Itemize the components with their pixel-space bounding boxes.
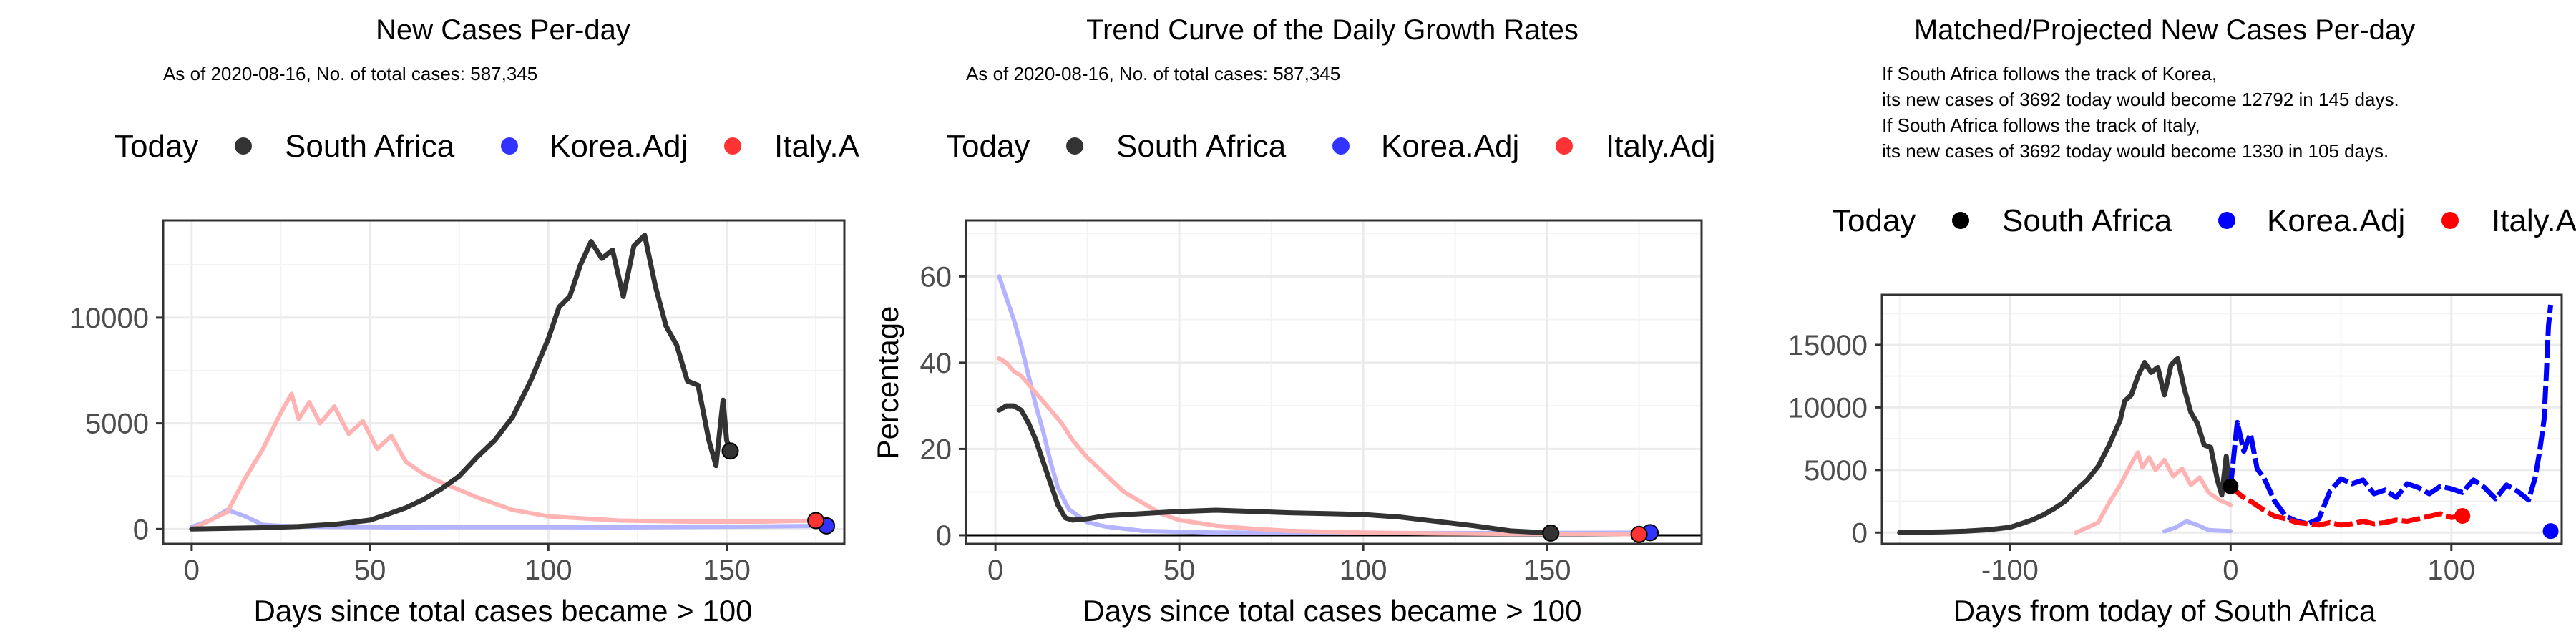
chart1-title: New Cases Per-day [376, 14, 630, 46]
chart3-legend-dot-italy [2441, 212, 2459, 229]
chart3-title: Matched/Projected New Cases Per-day [1914, 14, 2415, 46]
chart2-legend-korea: Korea.Adj [1381, 129, 1519, 164]
chart1-legend-south-africa: South Africa [285, 129, 455, 164]
chart1-x-tick-label: 150 [703, 555, 751, 586]
chart3-series-south-africa [1897, 356, 2233, 535]
chart3-today-point-korea-adj [2542, 523, 2559, 540]
chart3-legend-today: Today [1832, 203, 1916, 238]
chart1-legend-dot-italy [724, 137, 741, 155]
chart3-y-tick-label: 15000 [1788, 330, 1868, 361]
chart3-legend-south-africa: South Africa [2002, 203, 2172, 238]
chart2-x-tick-label: 0 [987, 555, 1003, 586]
chart2-x-tick-label: 100 [1340, 555, 1387, 586]
chart2-series-korea-adj [997, 274, 1652, 535]
chart2-today-point-south-africa [1542, 524, 1560, 542]
chart2-today-point-italy-adj [1630, 525, 1648, 543]
panel-growth-rates: Trend Curve of the Daily Growth Rates As… [871, 14, 1715, 628]
chart1-series-italy-adj [189, 391, 819, 532]
chart1-panel-border [162, 219, 846, 545]
chart3-legend: Today South Africa Korea.Adj Italy.Adj [1832, 203, 2576, 238]
chart3-today-point-italy-adj [2454, 508, 2471, 525]
chart1-legend: Today South Africa Korea.Adj Italy.Adj [114, 129, 884, 164]
chart2-x-tick-label: 50 [1163, 555, 1196, 586]
chart3-x-tick-label: 0 [2223, 555, 2238, 586]
panel-projected-cases: Matched/Projected New Cases Per-day If S… [1788, 14, 2576, 628]
chart3-today-point-south-africa [2223, 478, 2239, 494]
chart2-legend-south-africa: South Africa [1116, 129, 1287, 164]
chart3-series-korea-adj-projected [2228, 304, 2554, 527]
chart2-panel-border [965, 219, 1703, 545]
chart2-panel-background [966, 220, 1702, 544]
chart3-panel-background [1882, 295, 2562, 544]
chart3-panel-border [1880, 293, 2563, 545]
chart1-legend-dot-korea [501, 137, 518, 155]
chart3-series-italy-adj-projected [2228, 484, 2463, 528]
chart2-y-tick-label: 0 [936, 520, 952, 552]
chart1-y-tick-label: 10000 [69, 303, 149, 334]
chart3-plot-area: -100 0 100 0 5000 10000 15000 [1788, 293, 2563, 586]
chart3-y-tick-label: 10000 [1788, 392, 1868, 424]
chart2-x-tick-label: 150 [1523, 555, 1571, 586]
chart1-legend-today: Today [114, 129, 198, 164]
chart2-x-axis-label: Days since total cases became > 100 [1083, 594, 1582, 628]
chart1-x-tick-label: 100 [525, 555, 572, 586]
chart2-legend-dot-south-africa [1066, 137, 1083, 155]
chart1-today-point-italy-adj [807, 512, 825, 530]
chart1-series-south-africa [189, 233, 733, 532]
chart2-y-tick-label: 20 [920, 434, 952, 465]
chart1-plot-area: 0 50 100 150 0 5000 10000 [69, 219, 846, 586]
chart3-x-tick-label: 100 [2427, 555, 2475, 586]
chart1-legend-dot-south-africa [235, 137, 252, 155]
chart2-legend-today: Today [946, 129, 1030, 164]
chart3-note-line-3: If South Africa follows the track of Ita… [1882, 114, 2200, 136]
chart1-y-tick-label: 5000 [85, 409, 149, 440]
chart1-panel-background [163, 220, 844, 544]
chart2-series-italy-adj [997, 356, 1641, 537]
chart3-note-line-1: If South Africa follows the track of Kor… [1882, 63, 2217, 84]
chart3-legend-korea: Korea.Adj [2267, 203, 2405, 238]
chart3-y-tick-label: 5000 [1804, 455, 1868, 487]
chart1-subtitle: As of 2020-08-16, No. of total cases: 58… [163, 63, 537, 84]
chart3-series-korea-adj-matched [2162, 519, 2233, 534]
chart2-y-tick-label: 60 [920, 261, 952, 293]
chart3-y-tick-label: 0 [1852, 517, 1868, 549]
chart3-legend-italy: Italy.Adj [2492, 203, 2576, 238]
chart2-legend-dot-italy [1556, 137, 1573, 155]
chart1-x-axis-label: Days since total cases became > 100 [254, 594, 753, 628]
chart2-y-tick-label: 40 [920, 348, 952, 379]
chart2-y-axis-label: Percentage [871, 306, 904, 460]
chart1-y-tick-label: 0 [133, 514, 149, 545]
chart3-series-italy-adj-matched [2074, 450, 2233, 535]
chart1-x-tick-label: 50 [354, 555, 386, 586]
chart1-x-tick-label: 0 [184, 555, 200, 586]
chart2-legend-italy: Italy.Adj [1606, 129, 1715, 164]
chart2-plot-area: 0 50 100 150 0 20 40 60 [920, 219, 1703, 586]
chart1-series-korea-adj [189, 507, 829, 530]
chart2-legend: Today South Africa Korea.Adj Italy.Adj [946, 129, 1715, 164]
chart2-legend-dot-korea [1332, 137, 1350, 155]
chart3-legend-dot-south-africa [1952, 212, 1969, 229]
chart3-x-tick-label: -100 [1981, 555, 2039, 586]
chart1-legend-italy: Italy.Adj [774, 129, 884, 164]
chart2-title: Trend Curve of the Daily Growth Rates [1086, 14, 1579, 46]
chart1-legend-korea: Korea.Adj [550, 129, 688, 164]
chart2-series-south-africa [996, 403, 1553, 536]
chart3-legend-dot-korea [2218, 212, 2235, 229]
chart1-today-point-south-africa [721, 442, 739, 460]
panel-new-cases: New Cases Per-day As of 2020-08-16, No. … [69, 14, 884, 628]
chart2-subtitle: As of 2020-08-16, No. of total cases: 58… [966, 63, 1340, 84]
chart3-note-line-4: its new cases of 3692 today would become… [1882, 140, 2389, 162]
chart3-x-axis-label: Days from today of South Africa [1953, 594, 2376, 628]
chart3-note-line-2: its new cases of 3692 today would become… [1882, 89, 2399, 110]
